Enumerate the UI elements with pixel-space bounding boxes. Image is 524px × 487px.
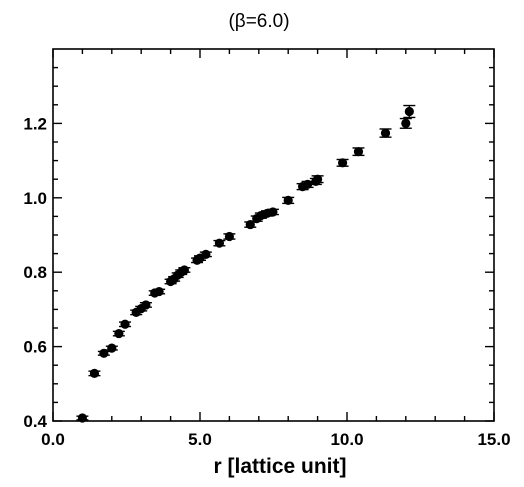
data-point-2 bbox=[99, 348, 109, 358]
y-tick-label-3: 1.0 bbox=[23, 189, 47, 208]
error-bars bbox=[76, 104, 416, 421]
data-point-1 bbox=[89, 368, 100, 378]
axis-tick-labels: 0.0 5.0 10.0 15.0 0.4 0.6 0.8 1.0 1.2 bbox=[23, 114, 510, 449]
data-point-10 bbox=[154, 286, 164, 297]
data-point-0 bbox=[77, 413, 87, 423]
y-tick-label-4: 1.2 bbox=[23, 114, 47, 133]
data-point-32 bbox=[353, 147, 364, 157]
data-point-31 bbox=[337, 158, 348, 168]
axis-ticks bbox=[52, 49, 495, 422]
data-point-19 bbox=[214, 238, 225, 248]
data-point-35 bbox=[404, 106, 414, 117]
data-point-3 bbox=[107, 343, 117, 353]
chart-title: (β=6.0) bbox=[228, 11, 289, 32]
y-tick-label-0: 0.4 bbox=[23, 412, 47, 431]
data-point-4 bbox=[114, 328, 124, 339]
y-tick-label-1: 0.6 bbox=[23, 338, 47, 357]
x-tick-label-0: 0.0 bbox=[41, 430, 65, 449]
data-point-25 bbox=[268, 207, 278, 217]
data-point-21 bbox=[245, 219, 255, 230]
data-point-28 bbox=[303, 179, 313, 190]
data-points bbox=[77, 106, 414, 423]
data-point-34 bbox=[401, 118, 411, 128]
x-axis-label: r [lattice unit] bbox=[213, 455, 346, 478]
data-point-18 bbox=[201, 249, 211, 259]
x-tick-label-1: 5.0 bbox=[188, 430, 212, 449]
data-point-26 bbox=[283, 195, 293, 206]
data-point-30 bbox=[313, 174, 323, 184]
data-point-33 bbox=[380, 128, 391, 138]
plot-frame bbox=[52, 48, 495, 422]
x-tick-label-3: 15.0 bbox=[477, 430, 510, 449]
x-tick-label-2: 10.0 bbox=[330, 430, 363, 449]
data-point-5 bbox=[120, 319, 130, 329]
y-tick-label-2: 0.8 bbox=[23, 263, 47, 282]
data-point-20 bbox=[224, 231, 234, 242]
data-point-15 bbox=[179, 265, 190, 275]
data-point-8 bbox=[141, 300, 151, 310]
